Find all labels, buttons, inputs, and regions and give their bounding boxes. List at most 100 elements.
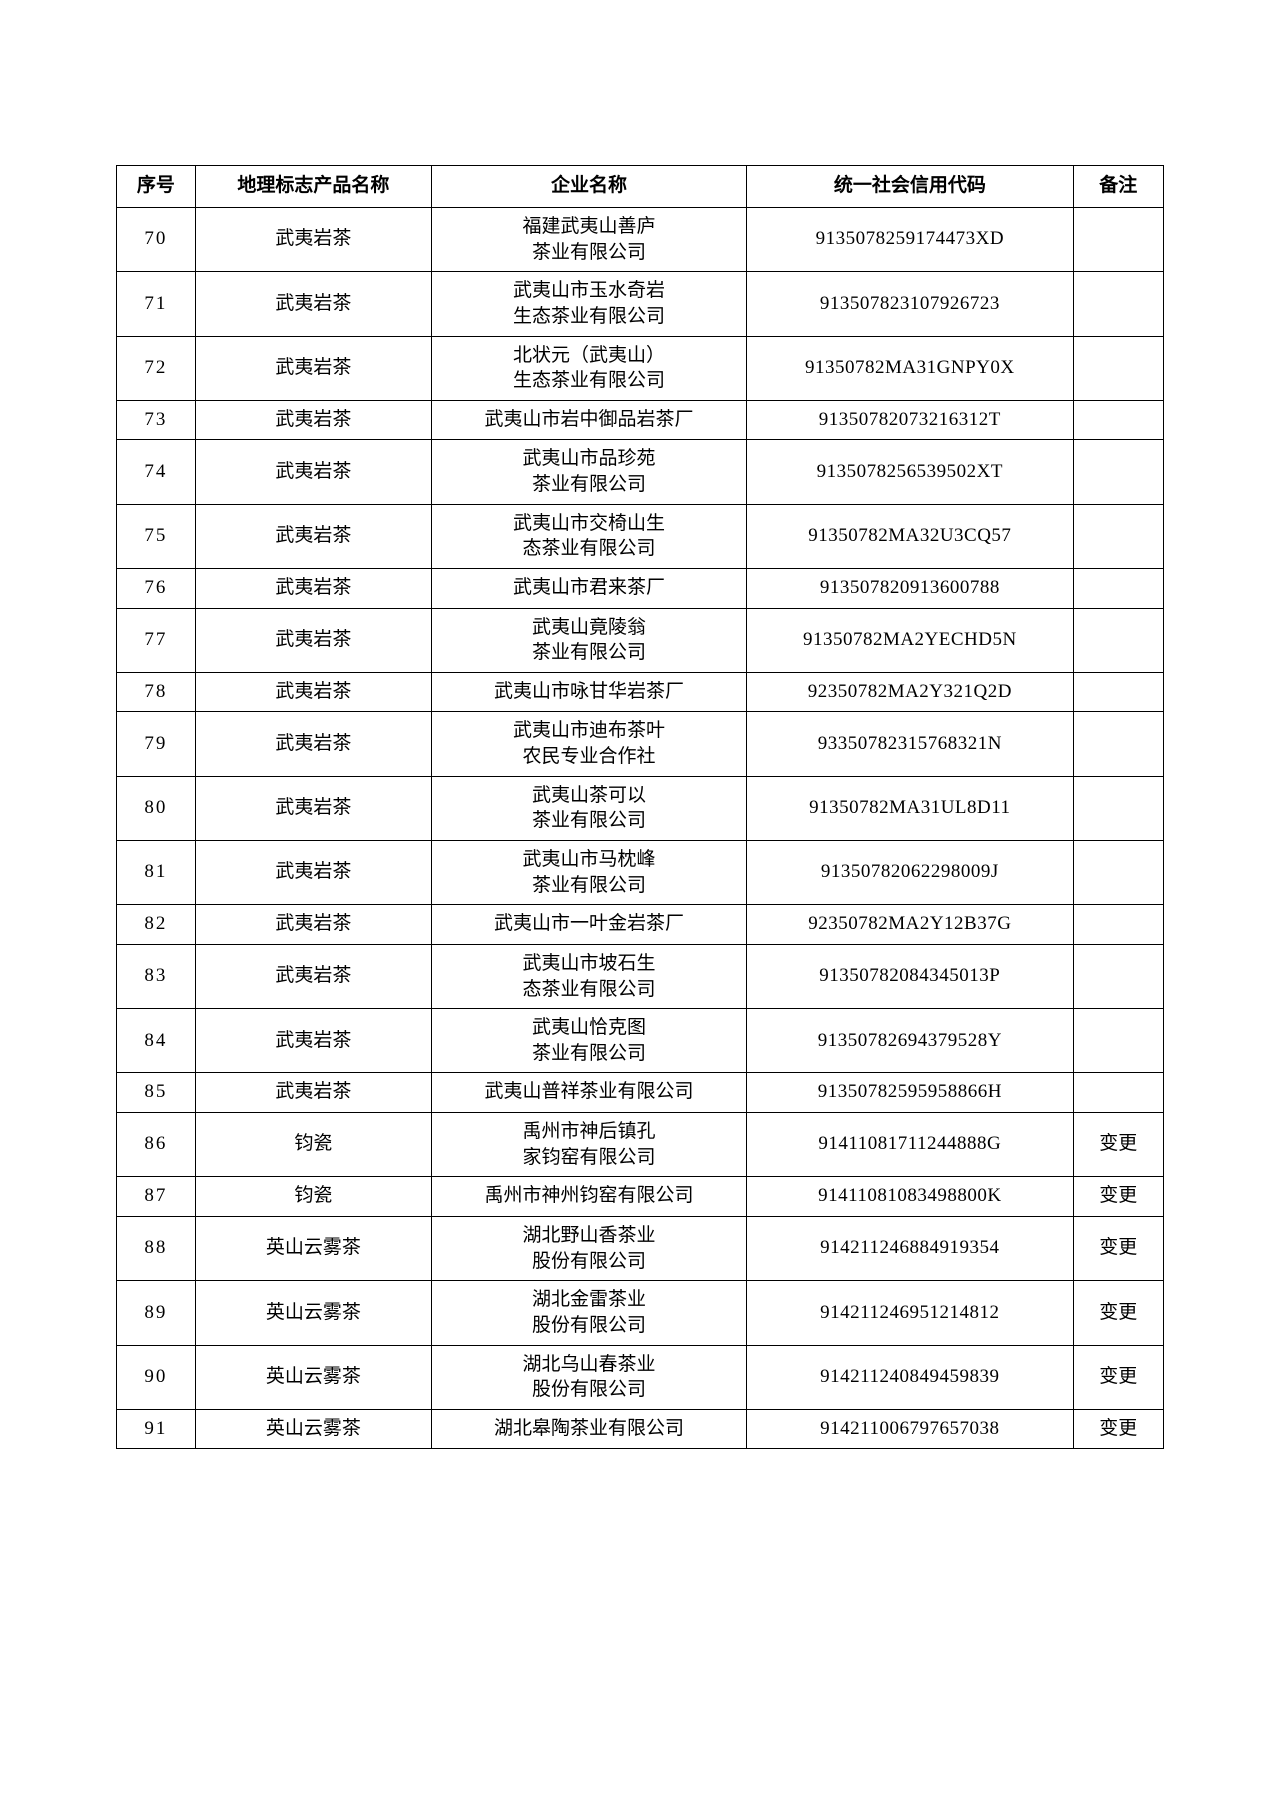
cell-company: 湖北野山香茶业股份有限公司 bbox=[432, 1216, 747, 1280]
cell-company: 武夷山市君来茶厂 bbox=[432, 569, 747, 609]
table-row: 90英山云雾茶湖北乌山春茶业股份有限公司914211240849459839变更 bbox=[117, 1345, 1164, 1409]
cell-remark bbox=[1073, 504, 1163, 568]
cell-code: 91350782062298009J bbox=[747, 841, 1074, 905]
cell-remark bbox=[1073, 569, 1163, 609]
cell-company: 武夷山恰克图茶业有限公司 bbox=[432, 1009, 747, 1073]
cell-seq: 86 bbox=[117, 1113, 196, 1177]
cell-remark: 变更 bbox=[1073, 1345, 1163, 1409]
cell-company: 武夷山市岩中御品岩茶厂 bbox=[432, 400, 747, 440]
cell-company: 武夷山市品珍苑茶业有限公司 bbox=[432, 440, 747, 504]
cell-code: 91411081711244888G bbox=[747, 1113, 1074, 1177]
cell-code: 9135078256539502XT bbox=[747, 440, 1074, 504]
cell-seq: 84 bbox=[117, 1009, 196, 1073]
table-row: 71武夷岩茶武夷山市玉水奇岩生态茶业有限公司913507823107926723 bbox=[117, 272, 1164, 336]
cell-seq: 71 bbox=[117, 272, 196, 336]
cell-remark bbox=[1073, 776, 1163, 840]
cell-remark bbox=[1073, 712, 1163, 776]
cell-product: 武夷岩茶 bbox=[195, 569, 431, 609]
table-row: 82武夷岩茶武夷山市一叶金岩茶厂92350782MA2Y12B37G bbox=[117, 905, 1164, 945]
table-row: 76武夷岩茶武夷山市君来茶厂913507820913600788 bbox=[117, 569, 1164, 609]
cell-seq: 70 bbox=[117, 208, 196, 272]
cell-company: 武夷山普祥茶业有限公司 bbox=[432, 1073, 747, 1113]
cell-product: 英山云雾茶 bbox=[195, 1345, 431, 1409]
cell-product: 武夷岩茶 bbox=[195, 336, 431, 400]
cell-product: 英山云雾茶 bbox=[195, 1216, 431, 1280]
cell-remark: 变更 bbox=[1073, 1409, 1163, 1449]
header-seq: 序号 bbox=[117, 166, 196, 208]
cell-seq: 88 bbox=[117, 1216, 196, 1280]
table-row: 79武夷岩茶武夷山市迪布茶叶农民专业合作社93350782315768321N bbox=[117, 712, 1164, 776]
cell-seq: 78 bbox=[117, 672, 196, 712]
header-row: 序号 地理标志产品名称 企业名称 统一社会信用代码 备注 bbox=[117, 166, 1164, 208]
cell-remark: 变更 bbox=[1073, 1216, 1163, 1280]
cell-seq: 74 bbox=[117, 440, 196, 504]
cell-company: 湖北乌山春茶业股份有限公司 bbox=[432, 1345, 747, 1409]
cell-code: 914211246951214812 bbox=[747, 1281, 1074, 1345]
cell-seq: 80 bbox=[117, 776, 196, 840]
cell-code: 914211246884919354 bbox=[747, 1216, 1074, 1280]
cell-company: 武夷山市玉水奇岩生态茶业有限公司 bbox=[432, 272, 747, 336]
cell-product: 武夷岩茶 bbox=[195, 776, 431, 840]
header-code: 统一社会信用代码 bbox=[747, 166, 1074, 208]
cell-remark: 变更 bbox=[1073, 1177, 1163, 1217]
data-table: 序号 地理标志产品名称 企业名称 统一社会信用代码 备注 70武夷岩茶福建武夷山… bbox=[116, 165, 1164, 1449]
cell-code: 92350782MA2Y12B37G bbox=[747, 905, 1074, 945]
cell-seq: 79 bbox=[117, 712, 196, 776]
table-row: 81武夷岩茶武夷山市马枕峰茶业有限公司91350782062298009J bbox=[117, 841, 1164, 905]
cell-seq: 73 bbox=[117, 400, 196, 440]
cell-remark: 变更 bbox=[1073, 1113, 1163, 1177]
cell-seq: 82 bbox=[117, 905, 196, 945]
cell-product: 武夷岩茶 bbox=[195, 841, 431, 905]
cell-seq: 77 bbox=[117, 608, 196, 672]
cell-remark bbox=[1073, 905, 1163, 945]
cell-company: 武夷山市一叶金岩茶厂 bbox=[432, 905, 747, 945]
cell-company: 武夷山市马枕峰茶业有限公司 bbox=[432, 841, 747, 905]
cell-product: 武夷岩茶 bbox=[195, 712, 431, 776]
cell-company: 武夷山市坡石生态茶业有限公司 bbox=[432, 944, 747, 1008]
header-company: 企业名称 bbox=[432, 166, 747, 208]
cell-code: 91350782694379528Y bbox=[747, 1009, 1074, 1073]
table-row: 77武夷岩茶武夷山竟陵翁茶业有限公司91350782MA2YECHD5N bbox=[117, 608, 1164, 672]
cell-remark bbox=[1073, 841, 1163, 905]
header-product: 地理标志产品名称 bbox=[195, 166, 431, 208]
cell-code: 91350782MA31GNPY0X bbox=[747, 336, 1074, 400]
table-row: 84武夷岩茶武夷山恰克图茶业有限公司91350782694379528Y bbox=[117, 1009, 1164, 1073]
cell-remark bbox=[1073, 208, 1163, 272]
cell-product: 武夷岩茶 bbox=[195, 440, 431, 504]
cell-remark bbox=[1073, 272, 1163, 336]
table-row: 83武夷岩茶武夷山市坡石生态茶业有限公司91350782084345013P bbox=[117, 944, 1164, 1008]
table-row: 75武夷岩茶武夷山市交椅山生态茶业有限公司91350782MA32U3CQ57 bbox=[117, 504, 1164, 568]
cell-company: 武夷山市交椅山生态茶业有限公司 bbox=[432, 504, 747, 568]
cell-remark bbox=[1073, 608, 1163, 672]
cell-product: 武夷岩茶 bbox=[195, 504, 431, 568]
cell-remark bbox=[1073, 440, 1163, 504]
table-row: 88英山云雾茶湖北野山香茶业股份有限公司914211246884919354变更 bbox=[117, 1216, 1164, 1280]
page-container: 序号 地理标志产品名称 企业名称 统一社会信用代码 备注 70武夷岩茶福建武夷山… bbox=[0, 0, 1280, 1449]
cell-company: 福建武夷山善庐茶业有限公司 bbox=[432, 208, 747, 272]
cell-code: 92350782MA2Y321Q2D bbox=[747, 672, 1074, 712]
cell-company: 武夷山市迪布茶叶农民专业合作社 bbox=[432, 712, 747, 776]
cell-code: 914211240849459839 bbox=[747, 1345, 1074, 1409]
table-body: 70武夷岩茶福建武夷山善庐茶业有限公司9135078259174473XD71武… bbox=[117, 208, 1164, 1449]
cell-seq: 81 bbox=[117, 841, 196, 905]
table-row: 86钧瓷禹州市神后镇孔家钧窑有限公司91411081711244888G变更 bbox=[117, 1113, 1164, 1177]
cell-company: 禹州市神后镇孔家钧窑有限公司 bbox=[432, 1113, 747, 1177]
cell-product: 钧瓷 bbox=[195, 1177, 431, 1217]
cell-company: 武夷山市咏甘华岩茶厂 bbox=[432, 672, 747, 712]
cell-remark bbox=[1073, 672, 1163, 712]
cell-company: 北状元（武夷山）生态茶业有限公司 bbox=[432, 336, 747, 400]
cell-company: 武夷山茶可以茶业有限公司 bbox=[432, 776, 747, 840]
cell-seq: 90 bbox=[117, 1345, 196, 1409]
cell-seq: 87 bbox=[117, 1177, 196, 1217]
cell-code: 91350782MA31UL8D11 bbox=[747, 776, 1074, 840]
cell-seq: 89 bbox=[117, 1281, 196, 1345]
cell-code: 91350782MA32U3CQ57 bbox=[747, 504, 1074, 568]
cell-seq: 75 bbox=[117, 504, 196, 568]
cell-code: 9135078259174473XD bbox=[747, 208, 1074, 272]
cell-product: 武夷岩茶 bbox=[195, 1073, 431, 1113]
cell-remark bbox=[1073, 1009, 1163, 1073]
table-row: 70武夷岩茶福建武夷山善庐茶业有限公司9135078259174473XD bbox=[117, 208, 1164, 272]
cell-seq: 72 bbox=[117, 336, 196, 400]
cell-product: 钧瓷 bbox=[195, 1113, 431, 1177]
table-row: 74武夷岩茶武夷山市品珍苑茶业有限公司9135078256539502XT bbox=[117, 440, 1164, 504]
